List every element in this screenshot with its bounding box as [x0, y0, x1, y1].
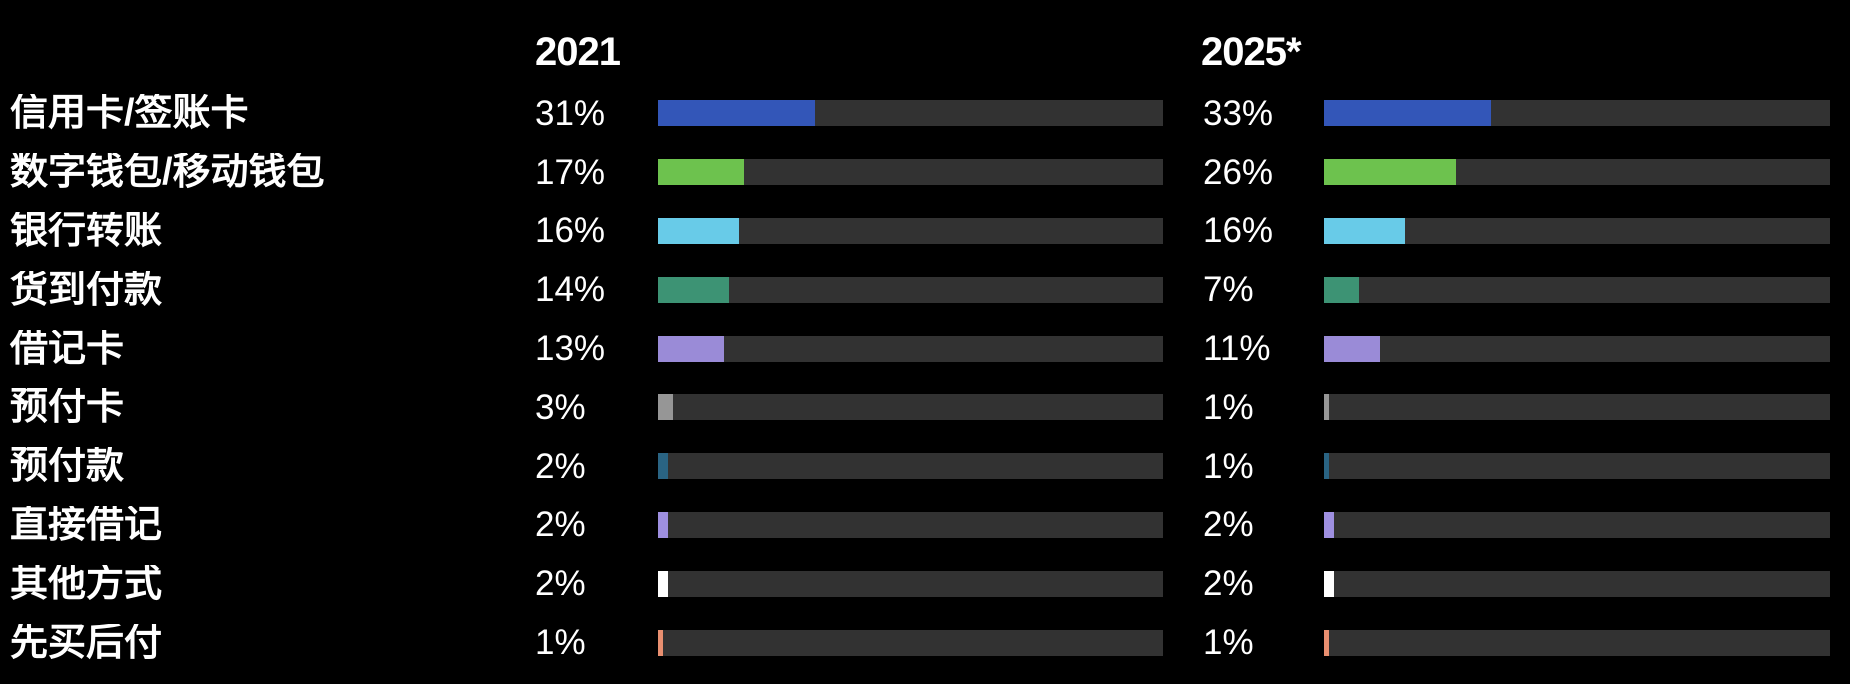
column-header-2021: 2021: [535, 30, 621, 74]
value-2025: 2%: [1203, 505, 1254, 545]
value-2021: 2%: [535, 564, 586, 604]
value-2021: 31%: [535, 93, 606, 133]
bar-track-2021: [658, 276, 1163, 303]
column-header-2025: 2025*: [1201, 30, 1302, 74]
bar-fill-2021: [658, 276, 729, 303]
bar-track-2025: [1324, 511, 1830, 538]
bar-rows: 信用卡/签账卡 31% 33% 数字钱包/移动钱包 17% 26% 银行转账 1: [0, 84, 1850, 672]
chart-row: 预付卡 3% 1%: [0, 378, 1850, 437]
category-label: 数字钱包/移动钱包: [10, 153, 325, 192]
bar-track-2025: [1324, 276, 1830, 303]
value-2025: 7%: [1203, 270, 1254, 310]
bar-track-2025: [1324, 335, 1830, 362]
value-2021: 3%: [535, 387, 586, 427]
bar-track-2025: [1324, 100, 1830, 127]
bar-fill-2021: [658, 335, 724, 362]
bar-fill-2021: [658, 570, 669, 597]
bar-fill-2021: [658, 217, 739, 244]
bar-fill-2025: [1324, 629, 1330, 656]
bar-track-2021: [658, 394, 1163, 421]
value-2021: 16%: [535, 211, 606, 251]
bar-track-2025: [1324, 159, 1830, 186]
category-label: 银行转账: [10, 211, 163, 250]
bar-fill-2025: [1324, 570, 1335, 597]
bar-fill-2025: [1324, 100, 1491, 127]
value-2021: 2%: [535, 446, 586, 486]
value-2025: 1%: [1203, 623, 1254, 663]
bar-fill-2025: [1324, 335, 1380, 362]
bar-track-2025: [1324, 394, 1830, 421]
category-label: 借记卡: [10, 329, 125, 368]
bar-track-2021: [658, 217, 1163, 244]
chart-row: 银行转账 16% 16%: [0, 202, 1850, 261]
category-label: 预付卡: [10, 388, 125, 427]
category-label: 先买后付: [10, 623, 163, 662]
category-label: 其他方式: [10, 564, 163, 603]
bar-fill-2021: [658, 511, 669, 538]
category-label: 直接借记: [10, 505, 163, 544]
bar-track-2021: [658, 335, 1163, 362]
category-label: 预付款: [10, 447, 125, 486]
value-2021: 2%: [535, 505, 586, 545]
value-2021: 17%: [535, 152, 606, 192]
value-2021: 14%: [535, 270, 606, 310]
value-2025: 2%: [1203, 564, 1254, 604]
value-2025: 33%: [1203, 93, 1274, 133]
bar-track-2021: [658, 570, 1163, 597]
value-2025: 26%: [1203, 152, 1274, 192]
bar-fill-2025: [1324, 159, 1456, 186]
value-2025: 11%: [1203, 329, 1271, 369]
value-2025: 16%: [1203, 211, 1274, 251]
bar-fill-2025: [1324, 453, 1330, 480]
chart-row: 其他方式 2% 2%: [0, 554, 1850, 613]
bar-track-2025: [1324, 570, 1830, 597]
chart-row: 借记卡 13% 11%: [0, 319, 1850, 378]
bar-fill-2021: [658, 159, 744, 186]
bar-fill-2021: [658, 629, 664, 656]
bar-track-2025: [1324, 453, 1830, 480]
bar-track-2021: [658, 453, 1163, 480]
bar-fill-2025: [1324, 276, 1360, 303]
bar-fill-2025: [1324, 217, 1405, 244]
bar-track-2021: [658, 100, 1163, 127]
chart-row: 货到付款 14% 7%: [0, 260, 1850, 319]
bar-fill-2021: [658, 394, 674, 421]
category-label: 信用卡/签账卡: [10, 94, 249, 133]
bar-track-2021: [658, 629, 1163, 656]
category-label: 货到付款: [10, 270, 163, 309]
value-2021: 13%: [535, 329, 606, 369]
chart-row: 信用卡/签账卡 31% 33%: [0, 84, 1850, 143]
value-2025: 1%: [1203, 446, 1254, 486]
chart-row: 预付款 2% 1%: [0, 437, 1850, 496]
value-2021: 1%: [535, 623, 586, 663]
bar-track-2025: [1324, 217, 1830, 244]
bar-track-2021: [658, 159, 1163, 186]
chart-row: 数字钱包/移动钱包 17% 26%: [0, 143, 1850, 202]
bar-track-2025: [1324, 629, 1830, 656]
chart-row: 直接借记 2% 2%: [0, 496, 1850, 555]
chart-row: 先买后付 1% 1%: [0, 613, 1850, 672]
bar-fill-2021: [658, 100, 815, 127]
bar-fill-2021: [658, 453, 669, 480]
bar-track-2021: [658, 511, 1163, 538]
bar-fill-2025: [1324, 511, 1335, 538]
value-2025: 1%: [1203, 387, 1254, 427]
bar-fill-2025: [1324, 394, 1330, 421]
